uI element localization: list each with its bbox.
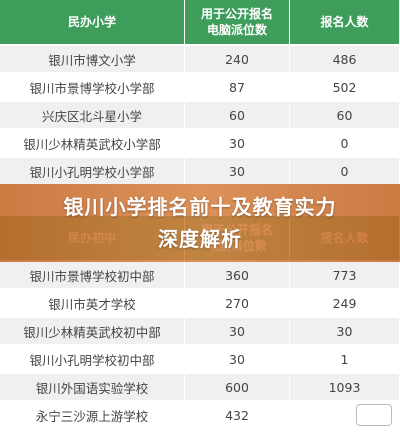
banner-line: 银川小学排名前十及教育实力	[63, 195, 337, 219]
table-cell: 773	[290, 262, 400, 290]
table-cell: 60	[290, 102, 400, 130]
table-cell: 30	[185, 130, 290, 158]
table-cell: 0	[290, 130, 400, 158]
table-cell: 30	[290, 318, 400, 346]
table-row: 银川市景博学校初中部 360 773	[0, 262, 400, 290]
table-cell: 87	[185, 74, 290, 102]
table-row: 银川市景博学校小学部 87 502	[0, 74, 400, 102]
table-cell: 银川外国语实验学校	[0, 374, 185, 402]
table-cell: 银川市博文小学	[0, 46, 185, 74]
banner-line: 深度解析	[158, 227, 242, 251]
table-cell: 银川少林精英武校小学部	[0, 130, 185, 158]
header-cell: 报名人数	[290, 0, 400, 46]
table-row: 银川外国语实验学校 600 1093	[0, 374, 400, 402]
table-row: 银川小孔明学校初中部 30 1	[0, 346, 400, 374]
table-cell: 60	[185, 102, 290, 130]
table-cell: 兴庆区北斗星小学	[0, 102, 185, 130]
table-row: 永宁三沙源上游学校 432	[0, 402, 400, 430]
table-cell: 502	[290, 74, 400, 102]
table-cell: 银川市英才学校	[0, 290, 185, 318]
title-banner: 银川小学排名前十及教育实力 深度解析	[0, 184, 400, 262]
table-cell: 永宁三沙源上游学校	[0, 402, 185, 430]
table-cell: 360	[185, 262, 290, 290]
table-cell: 银川小孔明学校小学部	[0, 158, 185, 186]
table-row: 兴庆区北斗星小学 60 60	[0, 102, 400, 130]
table-row: 银川少林精英武校小学部 30 0	[0, 130, 400, 158]
table-row: 银川市英才学校 270 249	[0, 290, 400, 318]
table-cell: 银川小孔明学校初中部	[0, 346, 185, 374]
table-cell: 600	[185, 374, 290, 402]
header-row: 民办小学 用于公开报名电脑派位数 报名人数	[0, 0, 400, 46]
table-cell: 240	[185, 46, 290, 74]
table-cell: 银川市景博学校小学部	[0, 74, 185, 102]
table-cell: 银川少林精英武校初中部	[0, 318, 185, 346]
table-cell: 银川市景博学校初中部	[0, 262, 185, 290]
table-cell: 30	[185, 158, 290, 186]
table-row: 银川少林精英武校初中部 30 30	[0, 318, 400, 346]
table-row: 银川小孔明学校小学部 30 0	[0, 158, 400, 186]
table-row: 银川市博文小学 240 486	[0, 46, 400, 74]
header-cell: 民办小学	[0, 0, 185, 46]
table-cell: 432	[185, 402, 290, 430]
table-cell: 249	[290, 290, 400, 318]
table-cell: 30	[185, 318, 290, 346]
table-cell: 0	[290, 158, 400, 186]
table-cell: 270	[185, 290, 290, 318]
table-cell: 1	[290, 346, 400, 374]
table-cell: 30	[185, 346, 290, 374]
table-cell: 486	[290, 46, 400, 74]
header-cell: 用于公开报名电脑派位数	[185, 0, 290, 46]
table-cell: 1093	[290, 374, 400, 402]
watermark	[356, 404, 392, 426]
